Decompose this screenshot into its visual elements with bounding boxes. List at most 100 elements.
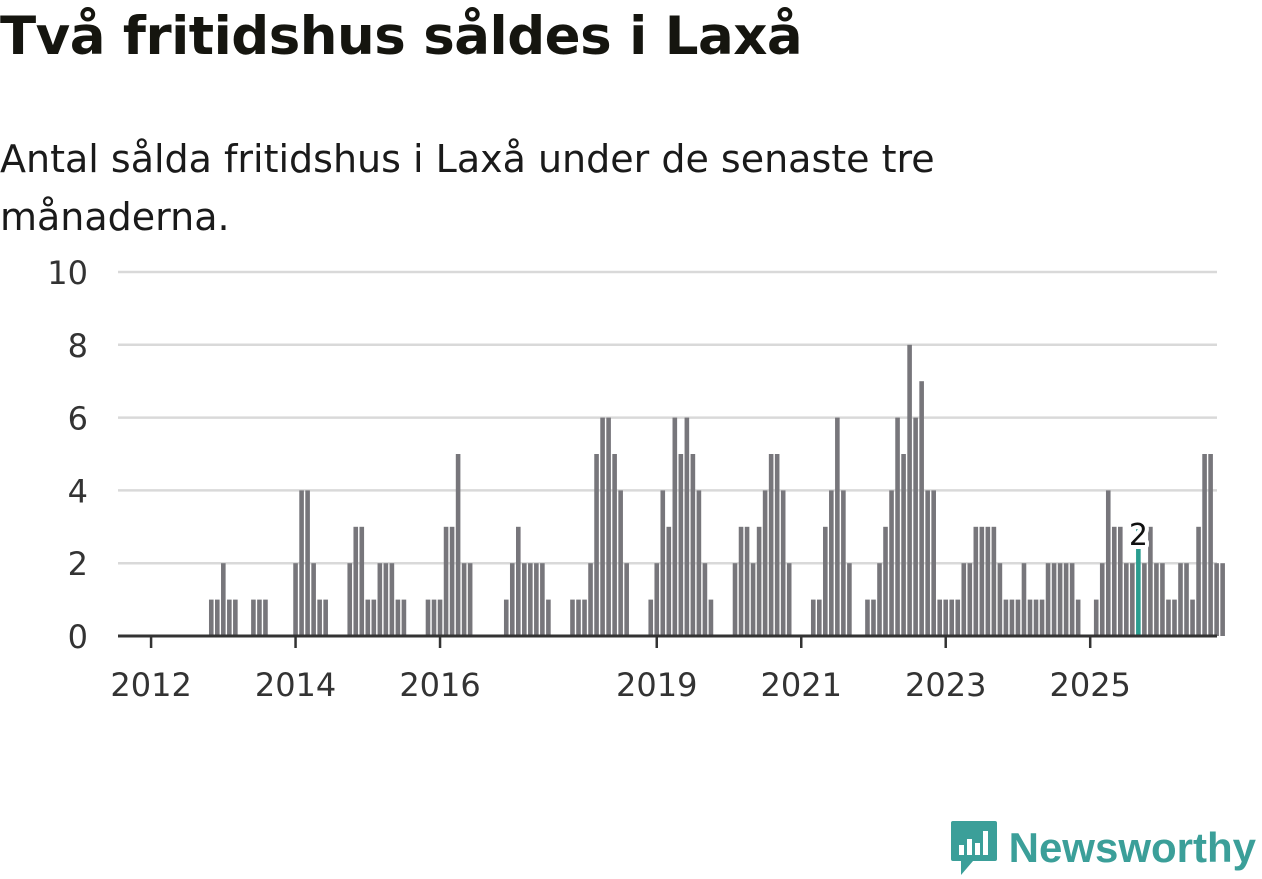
bar — [1009, 599, 1015, 636]
y-tick-label: 8 — [68, 327, 88, 365]
bar — [1069, 563, 1075, 636]
newsworthy-logo: Newsworthy — [949, 819, 1256, 877]
bar — [582, 599, 587, 636]
bar — [823, 526, 828, 636]
x-tick-label: 2023 — [905, 666, 986, 704]
x-tick-label: 2012 — [110, 666, 191, 704]
bar — [895, 417, 900, 636]
bar — [1051, 563, 1057, 636]
bar — [774, 454, 780, 636]
bar — [299, 490, 304, 636]
bar — [371, 599, 377, 636]
bar — [841, 490, 846, 636]
bar — [1039, 599, 1045, 636]
bar — [377, 563, 383, 636]
bar — [443, 526, 449, 636]
annotation: 2 — [1125, 514, 1152, 557]
y-axis: 0 2 4 6 8 10 — [47, 254, 88, 656]
bars — [208, 344, 1225, 636]
bar — [979, 526, 985, 636]
bar — [534, 563, 539, 636]
bar — [588, 563, 593, 636]
bar — [1214, 563, 1219, 636]
bar — [877, 563, 882, 636]
bar — [540, 563, 545, 636]
bar — [395, 599, 401, 636]
bar — [227, 599, 232, 636]
bar — [762, 490, 768, 636]
bar — [985, 526, 991, 636]
bar — [865, 599, 870, 636]
y-tick-label: 10 — [47, 254, 88, 292]
bar — [991, 526, 997, 636]
chart-subtitle: Antal sålda fritidshus i Laxå under de s… — [0, 137, 935, 239]
bar — [1015, 599, 1021, 636]
bar — [961, 563, 967, 636]
bar — [955, 599, 961, 636]
y-tick-label: 2 — [68, 545, 88, 583]
bar — [1208, 454, 1213, 636]
bar — [660, 490, 666, 636]
bar — [907, 344, 912, 636]
bar — [744, 526, 750, 636]
bar — [901, 454, 906, 636]
bar — [1172, 599, 1177, 636]
bar — [949, 599, 955, 636]
bar — [696, 490, 702, 636]
bar — [293, 563, 298, 636]
bar — [654, 563, 660, 636]
bar — [732, 563, 738, 636]
bar — [1202, 454, 1207, 636]
bar — [401, 599, 407, 636]
bar — [606, 417, 611, 636]
bar — [208, 599, 214, 636]
bar — [883, 526, 888, 636]
bar — [997, 563, 1003, 636]
y-tick-label: 4 — [68, 472, 88, 510]
bar — [1105, 490, 1111, 636]
highlight-value-label: 2 — [1129, 518, 1148, 553]
bar — [738, 526, 744, 636]
bar — [522, 563, 527, 636]
bar — [1045, 563, 1051, 636]
bar — [1190, 599, 1195, 636]
bar — [1003, 599, 1009, 636]
bar — [576, 599, 581, 636]
bar — [528, 563, 533, 636]
bar — [437, 599, 443, 636]
bar — [702, 563, 708, 636]
bar — [835, 417, 840, 636]
bar — [1093, 599, 1099, 636]
bar — [461, 563, 467, 636]
y-tick-label: 0 — [68, 618, 88, 656]
bar — [1148, 526, 1153, 636]
bar — [305, 490, 310, 636]
newsworthy-icon — [950, 821, 997, 875]
bar — [1099, 563, 1105, 636]
bar — [600, 417, 605, 636]
bar — [889, 490, 894, 636]
bar — [1075, 599, 1081, 636]
bar — [251, 599, 256, 636]
bar — [786, 563, 792, 636]
bar — [648, 599, 654, 636]
bar — [919, 381, 924, 636]
bar — [913, 417, 918, 636]
bar-chart: 0 2 4 6 8 10 2012 2014 2016 2019 2021 2023 2025 2 — [47, 254, 1225, 704]
bar — [756, 526, 762, 636]
bar — [1057, 563, 1063, 636]
bar — [509, 563, 515, 636]
bar — [233, 599, 238, 636]
bar — [1136, 526, 1141, 636]
bar — [1027, 599, 1033, 636]
x-tick-label: 2014 — [255, 666, 336, 704]
bar — [1033, 599, 1039, 636]
bar — [612, 454, 617, 636]
bar — [1124, 563, 1129, 636]
bar — [768, 454, 774, 636]
bar — [317, 599, 322, 636]
bar — [847, 563, 852, 636]
x-tick-label: 2025 — [1049, 666, 1130, 704]
bar — [817, 599, 822, 636]
bar — [708, 599, 714, 636]
